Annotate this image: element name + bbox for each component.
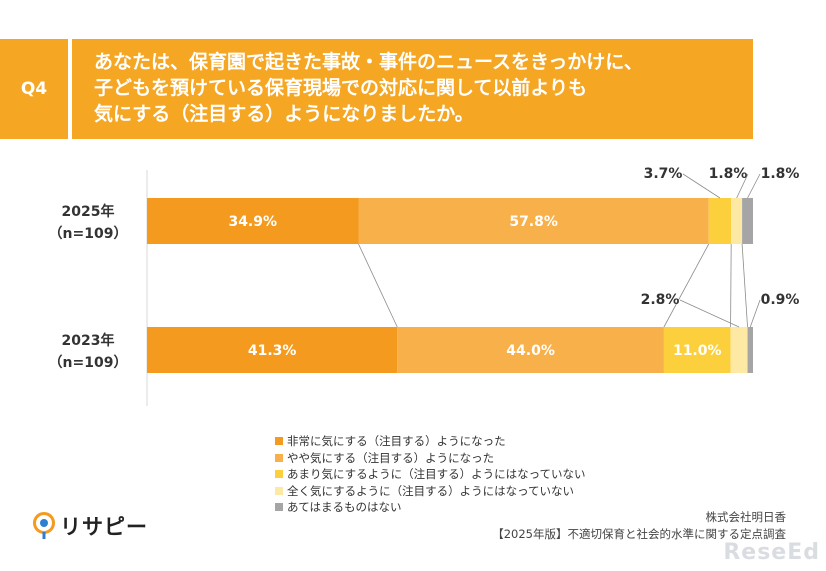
legend-swatch [275,486,283,495]
legend-swatch [275,453,283,462]
question-line-3: 気にする（注目する）ようになりましたか。 [94,103,474,125]
category-label: 2025年 [62,203,115,220]
legend-item: 非常に気にする（注目する）ようになった [275,433,586,450]
question-number: Q4 [0,39,68,139]
bar-segment [358,198,709,244]
legend-label: 全く気にするように（注目する）ようにはなっていない [287,483,575,498]
source-note: 株式会社明日香 【2025年版】不適切保育と社会的水準に関する定点調査 [492,509,786,543]
question-line-1: あなたは、保育園で起きた事故・事件のニュースをきっかけに、 [94,51,643,73]
data-label: 34.9% [228,214,277,230]
data-label: 57.8% [509,214,558,230]
leader-line [736,173,749,199]
legend-label: やや気にする（注目する）ようになった [287,450,495,465]
category-sample-size: （n=109） [49,355,128,371]
category-label: 2023年 [62,332,115,349]
legend-swatch [275,470,283,479]
legend-item: あてはまるものはない [275,499,586,516]
logo-pin-icon [33,512,55,539]
data-label: 2.8% [641,292,680,308]
bar-segment [730,327,748,373]
category-sample-size: （n=109） [49,226,128,242]
data-label: 1.8% [709,166,748,182]
bar-segment [708,198,732,244]
data-label: 3.7% [644,166,683,182]
bar-segment [742,198,753,244]
bar-segment [147,327,398,373]
leader-line [682,173,721,199]
source-survey: 【2025年版】不適切保育と社会的水準に関する定点調査 [492,527,786,541]
bar-segment [747,327,753,373]
connector-line [741,243,748,328]
question-line-2: 子どもを預けている保育現場での対応に関して以前よりも [94,77,588,99]
connector-line [663,243,710,328]
legend-label: あまり気にするように（注目する）ようにはなっていない [287,467,586,481]
data-label: 1.8% [761,166,800,182]
data-label: 41.3% [248,343,297,359]
legend-item: あまり気にするように（注目する）ようにはなっていない [275,466,586,483]
data-label: 11.0% [673,343,722,359]
watermark: ReseEd [723,540,820,565]
risapi-logo: リサピー [32,511,148,541]
leader-line [747,173,761,199]
legend-label: 非常に気にする（注目する）ようになった [287,434,506,448]
data-label: 0.9% [761,292,800,308]
bar-segment [663,327,731,373]
question-box [72,39,753,139]
leader-line [679,299,740,328]
chart-legend: 非常に気にする（注目する）ようになった やや気にする（注目する）ようになったあまり… [275,433,586,516]
legend-swatch [275,503,283,512]
legend-label: あてはまるものはない [287,500,402,514]
bar-segment [397,327,664,373]
legend-item: やや気にする（注目する）ようになった [275,450,586,467]
bar-segment [731,198,743,244]
leader-line [749,299,761,328]
legend-swatch [275,437,283,446]
connector-line [730,243,732,328]
legend-item: 全く気にするように（注目する）ようにはなっていない [275,483,586,500]
connector-line [358,243,398,328]
logo-text: リサピー [60,515,148,539]
data-label: 44.0% [506,343,555,359]
source-company: 株式会社明日香 [705,510,787,524]
bar-segment [147,198,359,244]
stacked-bar-chart: 2025年 （n=109） 2023年 （n=109） 34.9% 57.8% 41.3% 4… [49,166,800,406]
